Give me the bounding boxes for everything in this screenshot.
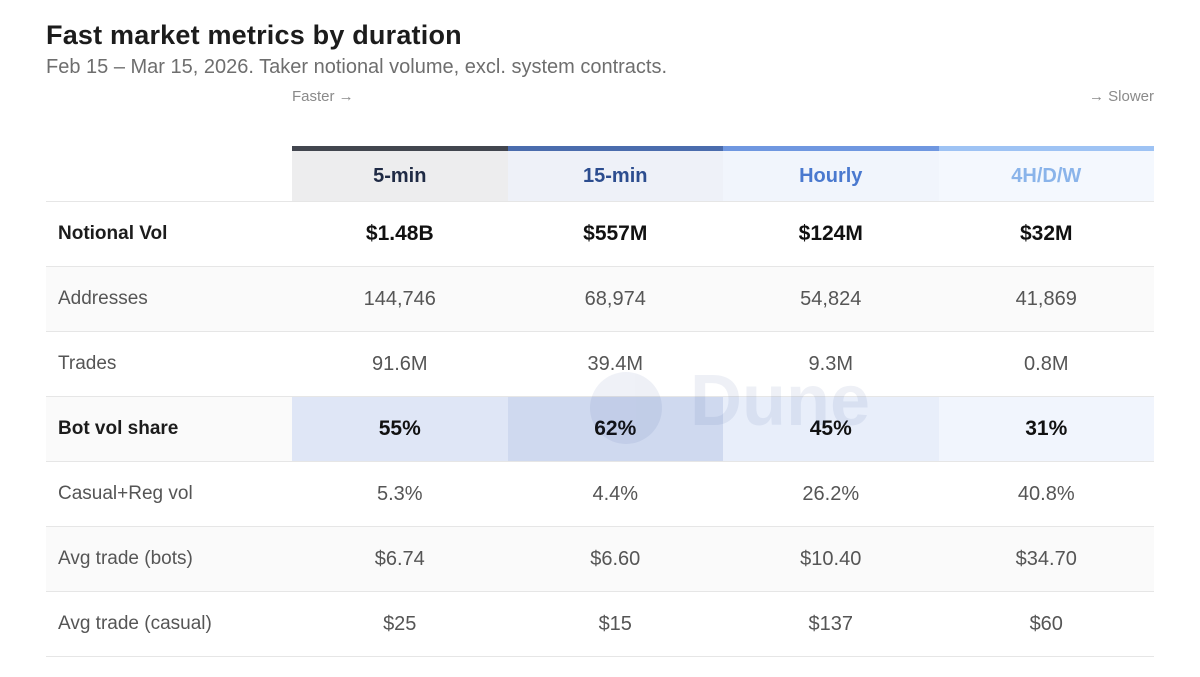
table-cell: 54,824 bbox=[800, 287, 862, 310]
table-row: Trades 91.6M 39.4M 9.3M 0.8M bbox=[46, 331, 1154, 396]
column-header: 15-min bbox=[507, 146, 723, 201]
table-cell: 0.8M bbox=[1024, 352, 1069, 375]
row-label: Avg trade (bots) bbox=[58, 548, 193, 569]
table-cell: 62% bbox=[507, 397, 723, 461]
table-cell: $137 bbox=[808, 612, 854, 635]
metrics-table: 5-min 15-min Hourly 4H/D/W Notional Vol $1.48… bbox=[46, 146, 1154, 657]
table-cell: 68,974 bbox=[584, 287, 646, 310]
table-cell: $25 bbox=[383, 612, 417, 635]
slower-label: → Slower bbox=[1088, 88, 1154, 105]
table-cell: 91.6M bbox=[371, 352, 428, 375]
table-row: Bot vol share 55% 62% 45% 31% bbox=[46, 396, 1154, 461]
row-label: Avg trade (casual) bbox=[58, 613, 212, 634]
table-cell: 26.2% bbox=[802, 482, 860, 505]
table-row: Addresses 144,746 68,974 54,824 41,869 bbox=[46, 266, 1154, 331]
column-header: Hourly bbox=[723, 146, 939, 201]
table-row: Casual+Reg vol 5.3% 4.4% 26.2% 40.8% bbox=[46, 461, 1154, 526]
row-label: Trades bbox=[58, 353, 117, 374]
table-cell: 4.4% bbox=[592, 482, 639, 505]
table-row: Avg trade (bots) $6.74 $6.60 $10.40 $34.70 bbox=[46, 526, 1154, 591]
row-label: Addresses bbox=[58, 288, 148, 309]
table-cell: 9.3M bbox=[808, 352, 853, 375]
header-corner bbox=[46, 146, 292, 201]
table-cell: $34.70 bbox=[1015, 547, 1077, 570]
table-row: Notional Vol $1.48B $557M $124M $32M bbox=[46, 201, 1154, 266]
table-cell: $6.74 bbox=[374, 547, 425, 570]
table-cell: 5.3% bbox=[376, 482, 423, 505]
faster-label: Faster → bbox=[292, 88, 354, 105]
row-label: Notional Vol bbox=[58, 223, 168, 244]
page-title: Fast market metrics by duration bbox=[46, 20, 462, 50]
row-label: Bot vol share bbox=[58, 418, 179, 439]
page-subtitle: Feb 15 – Mar 15, 2026. Taker notional vo… bbox=[46, 56, 668, 78]
table-cell: 144,746 bbox=[363, 287, 436, 310]
table-cell: 45% bbox=[723, 397, 939, 461]
column-header: 4H/D/W bbox=[938, 146, 1154, 201]
row-label: Casual+Reg vol bbox=[58, 483, 193, 504]
table-cell: $1.48B bbox=[365, 222, 434, 245]
table-cell: 55% bbox=[292, 397, 508, 461]
table-row: Avg trade (casual) $25 $15 $137 $60 bbox=[46, 591, 1154, 657]
table-cell: 41,869 bbox=[1015, 287, 1077, 310]
table-cell: 40.8% bbox=[1017, 482, 1075, 505]
table-cell: $32M bbox=[1019, 222, 1073, 245]
table-header-row: 5-min 15-min Hourly 4H/D/W bbox=[46, 146, 1154, 201]
table-cell: $10.40 bbox=[800, 547, 862, 570]
table-cell: 31% bbox=[938, 397, 1154, 461]
table-cell: $557M bbox=[583, 222, 648, 245]
table-cell: 39.4M bbox=[587, 352, 644, 375]
table-cell: $6.60 bbox=[590, 547, 641, 570]
table-cell: $60 bbox=[1029, 612, 1063, 635]
column-header: 5-min bbox=[292, 146, 508, 201]
table-cell: $15 bbox=[598, 612, 632, 635]
table-cell: $124M bbox=[798, 222, 863, 245]
